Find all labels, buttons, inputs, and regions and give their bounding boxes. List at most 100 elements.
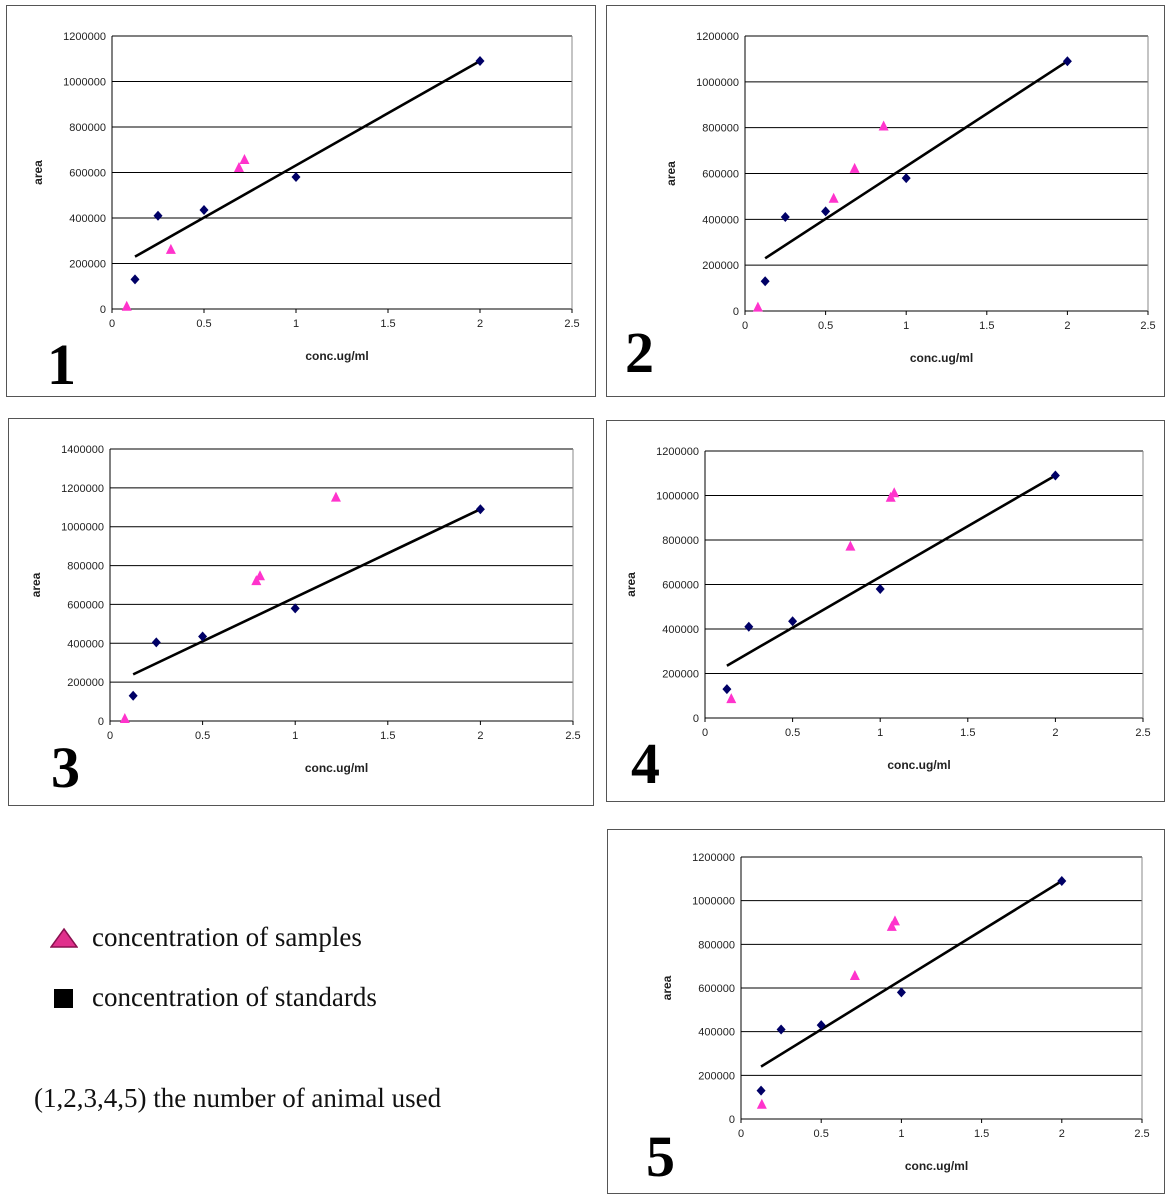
panel-number-3: 3 — [51, 735, 80, 800]
standard-point — [744, 621, 754, 632]
x-tick-label: 2 — [477, 318, 483, 330]
y-tick-label: 1000000 — [61, 522, 104, 534]
x-tick-label: 2 — [1059, 1128, 1065, 1140]
x-tick-label: 2.5 — [1135, 727, 1150, 739]
y-tick-label: 600000 — [662, 580, 699, 592]
y-tick-label: 1200000 — [61, 483, 104, 495]
x-tick-label: 0 — [702, 727, 708, 739]
y-tick-label: 0 — [733, 306, 739, 318]
x-tick-label: 1 — [903, 320, 909, 332]
standard-point — [780, 212, 790, 223]
y-tick-label: 400000 — [662, 624, 699, 636]
standard-point — [896, 987, 906, 998]
standard-point — [816, 1020, 826, 1031]
standard-point — [130, 274, 140, 285]
y-tick-label: 1000000 — [696, 77, 739, 89]
standard-point — [475, 504, 485, 515]
standard-point — [1062, 56, 1072, 67]
y-tick-label: 0 — [693, 713, 699, 725]
x-tick-label: 2 — [477, 730, 483, 742]
standard-point — [760, 276, 770, 287]
sample-point — [165, 243, 176, 254]
panel-number-5: 5 — [646, 1124, 675, 1189]
y-axis-label: area — [31, 160, 45, 185]
x-tick-label: 1 — [898, 1128, 904, 1140]
y-tick-label: 200000 — [698, 1070, 735, 1082]
y-tick-label: 0 — [98, 716, 104, 728]
standard-point — [1057, 876, 1067, 887]
trendline — [760, 879, 1063, 1068]
sample-point — [330, 491, 341, 502]
standard-point — [722, 684, 732, 695]
square-marker-icon — [54, 988, 73, 1008]
x-tick-label: 1.5 — [979, 320, 994, 332]
y-tick-label: 400000 — [69, 213, 106, 225]
y-tick-label: 600000 — [698, 983, 735, 995]
x-tick-label: 1.5 — [380, 318, 395, 330]
x-tick-label: 1 — [877, 727, 883, 739]
y-axis-label: area — [660, 975, 674, 1000]
x-tick-label: 0 — [742, 320, 748, 332]
trendline — [764, 60, 1069, 260]
trendline — [132, 508, 481, 676]
x-axis-label: conc.ug/ml — [910, 351, 973, 365]
legend-samples: concentration of samples — [50, 922, 362, 953]
x-tick-label: 2.5 — [1134, 1128, 1149, 1140]
x-tick-label: 0.5 — [785, 727, 800, 739]
standard-point — [151, 637, 161, 648]
y-tick-label: 1400000 — [61, 444, 104, 456]
trendline — [134, 59, 481, 258]
chart-panel-3: 0 200000 400000 600000 800000 1000000 1200000 1… — [8, 418, 594, 806]
sample-point — [121, 300, 132, 311]
standard-point — [291, 172, 301, 183]
sample-point — [726, 693, 737, 704]
y-axis-label: area — [664, 161, 678, 186]
y-tick-label: 600000 — [67, 599, 104, 611]
x-tick-label: 0.5 — [818, 320, 833, 332]
standard-point — [128, 690, 138, 701]
standard-point — [756, 1085, 766, 1096]
x-axis-label: conc.ug/ml — [905, 1159, 968, 1173]
sample-point — [119, 713, 130, 724]
panel-number-1: 1 — [47, 332, 76, 397]
y-tick-label: 600000 — [702, 169, 739, 181]
chart-3-svg: 0 200000 400000 600000 800000 1000000 1200000 1… — [29, 444, 581, 775]
sample-point — [239, 153, 250, 164]
sample-point — [255, 570, 266, 581]
y-tick-label: 1200000 — [696, 31, 739, 43]
chart-panel-1: 0 200000 400000 600000 800000 1000000 1200000 0… — [6, 5, 596, 397]
y-tick-label: 400000 — [698, 1027, 735, 1039]
sample-point — [233, 161, 244, 172]
chart-panel-5: 0 200000 400000 600000 800000 1000000 1200000 0… — [607, 829, 1165, 1194]
y-axis-label: area — [29, 572, 43, 597]
chart-5-svg: 0 200000 400000 600000 800000 1000000 1200000 0… — [660, 852, 1150, 1173]
sample-point — [878, 120, 889, 131]
y-tick-label: 1200000 — [63, 31, 106, 43]
sample-point — [889, 915, 900, 926]
x-tick-label: 0 — [109, 318, 115, 330]
chart-2-svg: 0 200000 400000 600000 800000 1000000 1200000 0… — [664, 31, 1156, 365]
standard-point — [199, 205, 209, 216]
standard-point — [198, 631, 208, 642]
y-tick-label: 800000 — [69, 122, 106, 134]
y-tick-label: 200000 — [67, 677, 104, 689]
y-tick-label: 1200000 — [692, 852, 735, 864]
x-tick-label: 0 — [738, 1128, 744, 1140]
y-tick-label: 600000 — [69, 168, 106, 180]
chart-panel-2: 0 200000 400000 600000 800000 1000000 1200000 0… — [606, 5, 1165, 397]
legend-standards-label: concentration of standards — [92, 982, 377, 1012]
trendline — [726, 474, 1057, 667]
standard-point — [475, 56, 485, 67]
y-tick-label: 1200000 — [656, 446, 699, 458]
y-tick-label: 200000 — [69, 259, 106, 271]
sample-point — [889, 487, 900, 498]
y-tick-label: 800000 — [702, 123, 739, 135]
y-tick-label: 400000 — [67, 638, 104, 650]
x-axis-label: conc.ug/ml — [887, 758, 950, 772]
y-tick-label: 800000 — [67, 561, 104, 573]
panel-number-4: 4 — [631, 731, 660, 796]
y-axis-label: area — [624, 572, 638, 597]
x-tick-label: 1 — [293, 318, 299, 330]
x-tick-label: 2.5 — [564, 318, 579, 330]
chart-1-svg: 0 200000 400000 600000 800000 1000000 1200000 0… — [31, 31, 580, 363]
